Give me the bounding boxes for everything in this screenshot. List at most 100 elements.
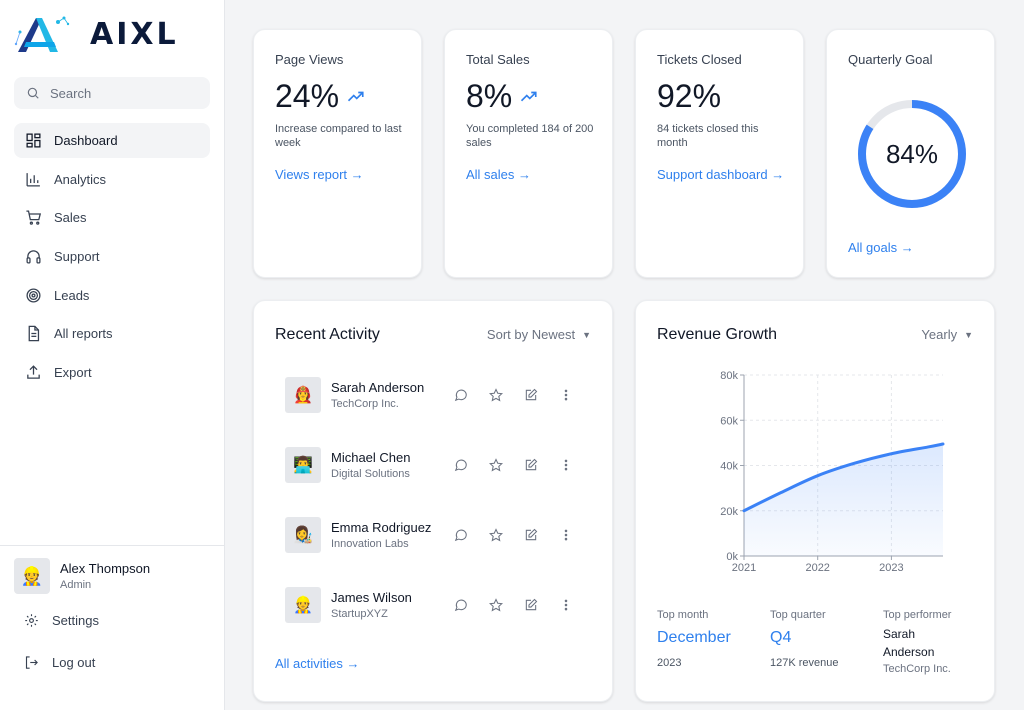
activity-list-item[interactable]: 👩‍🎨 Emma Rodriguez Innovation Labs [285,517,585,553]
sidebar-nav: Dashboard Analytics Sales Support Leads … [14,123,210,394]
edit-icon[interactable] [524,598,538,612]
avatar: 👩‍🚒 [285,377,321,413]
headphones-icon [26,250,41,264]
quarterly-goal-card: Quarterly Goal 84% All goals → [826,29,995,278]
trending-up-icon [347,91,364,101]
stat-card-tickets-closed: Tickets Closed 92% 84 tickets closed thi… [635,29,804,278]
trending-up-icon [521,91,537,101]
star-icon[interactable] [489,528,503,542]
sidebar-item-all-reports[interactable]: All reports [14,316,210,351]
edit-icon[interactable] [524,458,538,472]
sidebar-item-leads[interactable]: Leads [14,278,210,313]
star-icon[interactable] [489,598,503,612]
sidebar-item-dashboard[interactable]: Dashboard [14,123,210,158]
aixl-logo-icon [14,16,70,52]
sort-dropdown[interactable]: Sort by Newest ▼ [487,327,591,342]
stat-title: Page Views [275,52,344,67]
top-quarter-value: Q4 [770,629,792,646]
logout-link[interactable]: Log out [24,655,95,670]
more-vertical-icon[interactable] [559,598,573,612]
stat-description: You completed 184 of 200 sales [466,123,594,149]
top-performer: Top performer Sarah Anderson TechCorp In… [883,609,953,675]
sidebar-item-label: Dashboard [54,133,118,148]
edit-icon[interactable] [524,528,538,542]
sidebar-item-label: Analytics [54,171,107,187]
x-tick-label: 2021 [732,562,756,574]
stat-card-page-views: Page Views 24% Increase compared to last… [253,29,422,278]
sidebar-divider [0,545,225,546]
period-label: Yearly [921,327,958,342]
sidebar-item-label: All reports [54,326,113,342]
comment-icon[interactable] [454,458,468,472]
top-month-value: December [657,629,731,646]
star-icon[interactable] [489,458,503,472]
activity-list-item[interactable]: 👷 James Wilson StartupXYZ [285,587,585,623]
panel-title: Recent Activity [275,326,380,343]
sidebar-item-label: Export [54,365,92,381]
comment-icon[interactable] [454,388,468,402]
x-tick-label: 2023 [879,562,903,574]
brand-logo[interactable]: AIXL [14,14,179,54]
edit-icon[interactable] [524,388,538,402]
activity-company: Innovation Labs [331,538,409,550]
goal-percent: 84% [885,138,939,169]
sidebar: AIXL Dashboard Analytics Sales Support L… [0,0,225,710]
stat-value: 24% [275,78,365,115]
views-report-link[interactable]: Views report → [275,167,364,182]
avatar: 👨‍💻 [285,447,321,483]
caret-down-icon: ▼ [582,329,591,340]
search-input[interactable] [50,85,200,101]
y-tick-label: 60k [720,415,738,427]
more-vertical-icon[interactable] [559,388,573,402]
stat-title: Total Sales [466,52,530,67]
activity-list-item[interactable]: 👩‍🚒 Sarah Anderson TechCorp Inc. [285,377,585,413]
user-profile[interactable]: 👷 Alex Thompson Admin [14,558,150,594]
revenue-chart: 0k 20k 40k 60k 80k 2021 2022 2023 [720,370,945,574]
activity-list-item[interactable]: 👨‍💻 Michael Chen Digital Solutions [285,447,585,483]
more-vertical-icon[interactable] [559,458,573,472]
y-tick-label: 80k [720,370,738,382]
goal-title: Quarterly Goal [848,52,933,67]
avatar: 👷 [285,587,321,623]
top-month-label: Top month [657,609,709,621]
avatar: 👷 [14,558,50,594]
logout-label: Log out [52,655,96,670]
avatar: 👩‍🎨 [285,517,321,553]
support-dashboard-link[interactable]: Support dashboard → [657,167,785,182]
caret-down-icon: ▼ [964,329,973,340]
y-tick-label: 20k [720,506,738,518]
activity-name: Michael Chen [331,450,411,465]
sidebar-item-support[interactable]: Support [14,239,210,274]
stat-title: Tickets Closed [657,52,742,67]
sidebar-item-analytics[interactable]: Analytics [14,162,210,197]
activity-company: TechCorp Inc. [331,398,399,410]
y-tick-label: 0k [726,551,738,563]
period-dropdown[interactable]: Yearly ▼ [921,327,973,342]
all-goals-link[interactable]: All goals → [848,240,914,255]
stat-description: 84 tickets closed this month [657,123,759,149]
dashboard-icon [26,133,41,148]
more-vertical-icon[interactable] [559,528,573,542]
cart-icon [26,210,42,226]
top-month: Top month December 2023 [657,609,731,669]
recent-activity-panel: Recent Activity Sort by Newest ▼ 👩‍🚒 Sara… [253,300,613,702]
user-name: Alex Thompson [60,561,151,576]
star-icon[interactable] [489,388,503,402]
settings-label: Settings [52,613,99,628]
top-performer-label: Top performer [883,609,952,621]
goal-progress-arc [858,100,966,208]
sidebar-item-sales[interactable]: Sales [14,200,210,235]
search-box[interactable] [14,77,210,109]
comment-icon[interactable] [454,598,468,612]
comment-icon[interactable] [454,528,468,542]
brand-name: AIXL [90,16,179,52]
sidebar-item-export[interactable]: Export [14,355,210,390]
stat-value-text: 24% [275,78,340,114]
all-sales-link[interactable]: All sales → [466,167,532,182]
top-month-year: 2023 [657,657,682,669]
settings-link[interactable]: Settings [24,613,99,628]
revenue-growth-panel: Revenue Growth Yearly ▼ 0k 20k 40k 60k 80k 20… [635,300,995,702]
all-activities-link[interactable]: All activities → [275,656,360,671]
top-performer-company: TechCorp Inc. [883,663,951,675]
revenue-line [742,442,945,513]
